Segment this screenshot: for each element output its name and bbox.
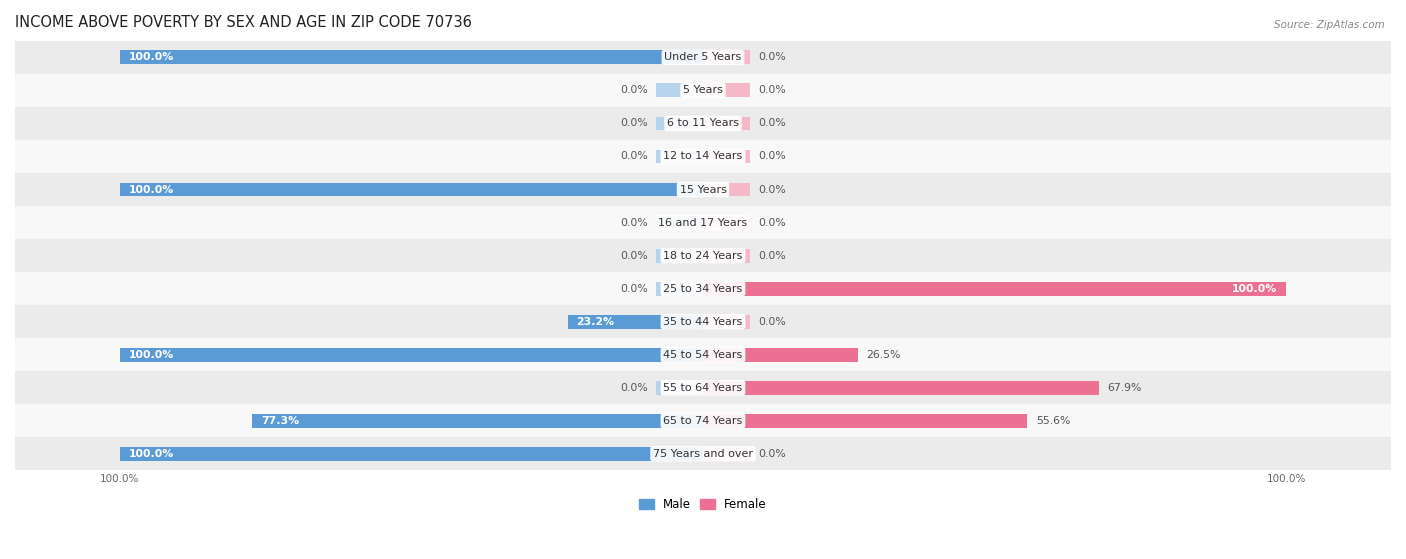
Text: 0.0%: 0.0%	[758, 217, 786, 228]
Bar	[120, 50, 703, 64]
Bar	[15, 41, 1391, 74]
Text: 0.0%: 0.0%	[758, 151, 786, 162]
Text: 0.0%: 0.0%	[620, 151, 648, 162]
Bar	[15, 338, 1391, 371]
Bar	[15, 74, 1391, 107]
Text: 0.0%: 0.0%	[758, 119, 786, 129]
Bar	[703, 249, 749, 263]
Text: 100.0%: 100.0%	[129, 184, 174, 195]
Text: 0.0%: 0.0%	[620, 383, 648, 393]
Bar	[120, 183, 703, 196]
Bar	[657, 116, 703, 130]
Text: 77.3%: 77.3%	[262, 416, 299, 426]
Bar	[120, 348, 703, 362]
Text: 5 Years: 5 Years	[683, 86, 723, 96]
Bar	[703, 414, 1028, 428]
Text: 0.0%: 0.0%	[758, 184, 786, 195]
Text: 100.0%: 100.0%	[129, 53, 174, 63]
Bar	[15, 206, 1391, 239]
Text: 0.0%: 0.0%	[758, 86, 786, 96]
Text: 55 to 64 Years: 55 to 64 Years	[664, 383, 742, 393]
Bar	[120, 447, 703, 461]
Text: 23.2%: 23.2%	[576, 316, 614, 326]
Bar	[15, 371, 1391, 404]
Text: 0.0%: 0.0%	[758, 53, 786, 63]
Bar	[657, 249, 703, 263]
Bar	[703, 83, 749, 97]
Text: Source: ZipAtlas.com: Source: ZipAtlas.com	[1274, 20, 1385, 30]
Bar	[657, 216, 703, 230]
Bar	[703, 315, 749, 329]
Text: 0.0%: 0.0%	[758, 449, 786, 459]
Text: 6 to 11 Years: 6 to 11 Years	[666, 119, 740, 129]
Bar	[703, 381, 1099, 395]
Bar	[15, 140, 1391, 173]
Bar	[657, 381, 703, 395]
Text: 45 to 54 Years: 45 to 54 Years	[664, 350, 742, 359]
Text: 100.0%: 100.0%	[129, 449, 174, 459]
Bar	[568, 315, 703, 329]
Bar	[15, 437, 1391, 470]
Text: 0.0%: 0.0%	[620, 86, 648, 96]
Text: 100.0%: 100.0%	[129, 350, 174, 359]
Text: 0.0%: 0.0%	[620, 250, 648, 260]
Bar	[703, 447, 749, 461]
Bar	[703, 183, 749, 196]
Text: INCOME ABOVE POVERTY BY SEX AND AGE IN ZIP CODE 70736: INCOME ABOVE POVERTY BY SEX AND AGE IN Z…	[15, 15, 472, 30]
Text: 0.0%: 0.0%	[758, 250, 786, 260]
Bar	[15, 173, 1391, 206]
Text: 0.0%: 0.0%	[620, 217, 648, 228]
Text: 16 and 17 Years: 16 and 17 Years	[658, 217, 748, 228]
Bar	[15, 305, 1391, 338]
Bar	[703, 150, 749, 163]
Bar	[703, 216, 749, 230]
Text: 0.0%: 0.0%	[758, 316, 786, 326]
Bar	[15, 272, 1391, 305]
Text: 15 Years: 15 Years	[679, 184, 727, 195]
Text: 65 to 74 Years: 65 to 74 Years	[664, 416, 742, 426]
Text: 25 to 34 Years: 25 to 34 Years	[664, 283, 742, 293]
Text: 100.0%: 100.0%	[1232, 283, 1277, 293]
Bar	[703, 50, 749, 64]
Text: 67.9%: 67.9%	[1108, 383, 1142, 393]
Text: 0.0%: 0.0%	[620, 283, 648, 293]
Text: 18 to 24 Years: 18 to 24 Years	[664, 250, 742, 260]
Text: 26.5%: 26.5%	[866, 350, 901, 359]
Text: 75 Years and over: 75 Years and over	[652, 449, 754, 459]
Text: 35 to 44 Years: 35 to 44 Years	[664, 316, 742, 326]
Legend: Male, Female: Male, Female	[634, 494, 772, 516]
Bar	[703, 348, 858, 362]
Bar	[657, 150, 703, 163]
Bar	[252, 414, 703, 428]
Text: 0.0%: 0.0%	[620, 119, 648, 129]
Bar	[657, 282, 703, 296]
Bar	[15, 239, 1391, 272]
Bar	[15, 107, 1391, 140]
Bar	[657, 83, 703, 97]
Bar	[703, 116, 749, 130]
Text: 12 to 14 Years: 12 to 14 Years	[664, 151, 742, 162]
Text: 55.6%: 55.6%	[1036, 416, 1070, 426]
Text: Under 5 Years: Under 5 Years	[665, 53, 741, 63]
Bar	[15, 404, 1391, 437]
Bar	[703, 282, 1286, 296]
